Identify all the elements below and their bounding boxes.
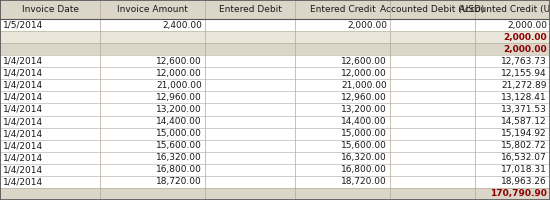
Text: 21,000.00: 21,000.00 bbox=[341, 81, 387, 90]
Text: 2,400.00: 2,400.00 bbox=[162, 21, 202, 30]
Text: 16,800.00: 16,800.00 bbox=[156, 165, 202, 174]
Text: Invoice Amount: Invoice Amount bbox=[117, 5, 188, 14]
Text: 16,320.00: 16,320.00 bbox=[156, 153, 202, 162]
Bar bbox=[0, 79, 550, 91]
Text: 2,000.00: 2,000.00 bbox=[503, 33, 547, 42]
Text: 13,371.53: 13,371.53 bbox=[501, 105, 547, 114]
Text: 16,320.00: 16,320.00 bbox=[341, 153, 387, 162]
Bar bbox=[0, 152, 550, 164]
Text: 16,800.00: 16,800.00 bbox=[341, 165, 387, 174]
Text: 14,400.00: 14,400.00 bbox=[342, 117, 387, 126]
Text: 13,200.00: 13,200.00 bbox=[156, 105, 202, 114]
Bar bbox=[0, 0, 550, 19]
Text: 13,128.41: 13,128.41 bbox=[502, 93, 547, 102]
Bar bbox=[0, 176, 550, 188]
Text: Entered Credit: Entered Credit bbox=[310, 5, 375, 14]
Text: 1/4/2014: 1/4/2014 bbox=[3, 141, 43, 150]
Text: 1/4/2014: 1/4/2014 bbox=[3, 177, 43, 186]
Text: 1/4/2014: 1/4/2014 bbox=[3, 81, 43, 90]
Text: Entered Debit: Entered Debit bbox=[218, 5, 282, 14]
Text: 14,587.12: 14,587.12 bbox=[502, 117, 547, 126]
Bar bbox=[0, 19, 550, 31]
Bar bbox=[0, 128, 550, 140]
Text: 12,960.00: 12,960.00 bbox=[156, 93, 202, 102]
Text: 12,000.00: 12,000.00 bbox=[341, 69, 387, 78]
Bar bbox=[0, 43, 550, 55]
Bar bbox=[0, 116, 550, 128]
Text: 21,272.89: 21,272.89 bbox=[502, 81, 547, 90]
Text: Accounted Credit (USD): Accounted Credit (USD) bbox=[459, 5, 550, 14]
Text: 18,720.00: 18,720.00 bbox=[156, 177, 202, 186]
Text: 18,963.26: 18,963.26 bbox=[501, 177, 547, 186]
Text: 15,000.00: 15,000.00 bbox=[341, 129, 387, 138]
Text: 21,000.00: 21,000.00 bbox=[156, 81, 202, 90]
Text: 1/4/2014: 1/4/2014 bbox=[3, 129, 43, 138]
Bar bbox=[0, 164, 550, 176]
Text: 12,763.73: 12,763.73 bbox=[501, 57, 547, 66]
Text: 14,400.00: 14,400.00 bbox=[156, 117, 202, 126]
Text: 1/4/2014: 1/4/2014 bbox=[3, 69, 43, 78]
Text: 2,000.00: 2,000.00 bbox=[347, 21, 387, 30]
Bar bbox=[0, 103, 550, 116]
Text: 1/4/2014: 1/4/2014 bbox=[3, 117, 43, 126]
Bar bbox=[0, 67, 550, 79]
Text: 1/4/2014: 1/4/2014 bbox=[3, 93, 43, 102]
Text: 12,960.00: 12,960.00 bbox=[341, 93, 387, 102]
Text: 1/4/2014: 1/4/2014 bbox=[3, 105, 43, 114]
Text: 12,000.00: 12,000.00 bbox=[156, 69, 202, 78]
Text: 12,155.94: 12,155.94 bbox=[502, 69, 547, 78]
Text: 2,000.00: 2,000.00 bbox=[507, 21, 547, 30]
Text: 1/4/2014: 1/4/2014 bbox=[3, 153, 43, 162]
Text: 15,000.00: 15,000.00 bbox=[156, 129, 202, 138]
Bar bbox=[0, 31, 550, 43]
Text: 18,720.00: 18,720.00 bbox=[341, 177, 387, 186]
Text: 13,200.00: 13,200.00 bbox=[341, 105, 387, 114]
Text: 12,600.00: 12,600.00 bbox=[156, 57, 202, 66]
Bar bbox=[0, 188, 550, 200]
Text: 1/4/2014: 1/4/2014 bbox=[3, 57, 43, 66]
Text: 12,600.00: 12,600.00 bbox=[341, 57, 387, 66]
Text: 1/4/2014: 1/4/2014 bbox=[3, 165, 43, 174]
Text: 170,790.90: 170,790.90 bbox=[490, 189, 547, 198]
Text: 15,600.00: 15,600.00 bbox=[341, 141, 387, 150]
Text: Accounted Debit (USD): Accounted Debit (USD) bbox=[380, 5, 485, 14]
Text: 17,018.31: 17,018.31 bbox=[501, 165, 547, 174]
Text: 2,000.00: 2,000.00 bbox=[503, 45, 547, 54]
Bar bbox=[0, 140, 550, 152]
Text: 15,802.72: 15,802.72 bbox=[502, 141, 547, 150]
Text: 15,600.00: 15,600.00 bbox=[156, 141, 202, 150]
Bar bbox=[0, 55, 550, 67]
Text: 15,194.92: 15,194.92 bbox=[502, 129, 547, 138]
Text: Invoice Date: Invoice Date bbox=[21, 5, 79, 14]
Text: 1/5/2014: 1/5/2014 bbox=[3, 21, 43, 30]
Text: 16,532.07: 16,532.07 bbox=[501, 153, 547, 162]
Bar bbox=[0, 91, 550, 103]
